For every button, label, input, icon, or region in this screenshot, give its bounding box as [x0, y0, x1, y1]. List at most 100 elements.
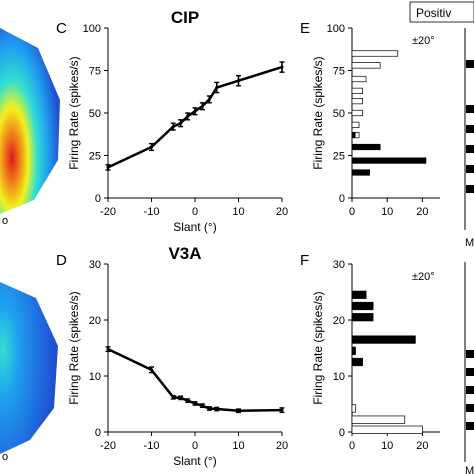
x-tick-label-d: 10 [232, 440, 244, 452]
y-tick-label-c: 0 [95, 193, 101, 205]
right-cut-bar [466, 422, 474, 430]
x-axis-label-d: Slant (°) [173, 454, 216, 468]
right-cut-bar [466, 185, 474, 193]
y-tick-label-f: 10 [333, 371, 345, 383]
heatmap-bottom-degree-mark: o [2, 451, 8, 463]
heatmap-top: o o [0, 28, 60, 463]
x-tick-label-e: 0 [349, 206, 355, 218]
x-tick-label-c: -20 [100, 206, 116, 218]
data-point-c [179, 121, 183, 125]
right-cut-label-bottom: M [465, 465, 474, 474]
right-cut-bar [466, 350, 474, 358]
bar-e [351, 169, 370, 176]
right-cut-bar [466, 125, 474, 133]
y-tick-label-e: 50 [333, 108, 345, 120]
y-tick-label-e: 25 [333, 151, 345, 163]
y-tick-label-c: 75 [89, 66, 101, 78]
heatmap-bottom-polygon [0, 282, 58, 454]
x-axis-label-c: Slant (°) [173, 220, 216, 234]
y-tick-label-f: 20 [333, 315, 345, 327]
bar-e [351, 87, 363, 95]
data-point-c [106, 165, 110, 169]
chart-title-d: V3A [168, 244, 201, 263]
y-tick-label-d: 10 [89, 371, 101, 383]
x-tick-label-c: 10 [232, 206, 244, 218]
data-point-d [186, 399, 190, 403]
right-cut-bar [466, 368, 474, 376]
heatmap-top-polygon [0, 28, 60, 214]
legend-positive-label: Positiv [416, 6, 451, 20]
data-point-d [207, 406, 211, 410]
panel-label-f: F [300, 252, 309, 269]
x-tick-label-d: 0 [192, 440, 198, 452]
x-tick-label-c: 20 [276, 206, 288, 218]
y-axis-label-d: Firing Rate (spikes/s) [67, 291, 81, 404]
x-tick-label-d: -20 [100, 440, 116, 452]
y-tick-label-c: 50 [89, 108, 101, 120]
right-cut-bar [466, 165, 474, 173]
data-point-d [280, 408, 284, 412]
bar-e [351, 97, 363, 105]
bar-f [351, 404, 356, 413]
bar-e [351, 75, 367, 83]
bar-e [351, 121, 360, 129]
x-tick-label-f: 10 [381, 440, 393, 452]
bar-e [351, 50, 399, 57]
data-point-d [179, 396, 183, 400]
x-tick-label-e: 10 [381, 206, 393, 218]
x-tick-label-d: -10 [144, 440, 160, 452]
right-cut-bar [466, 60, 474, 68]
data-point-c [193, 109, 197, 113]
right-cut-panel-bottom: M [464, 262, 474, 474]
y-tick-label-d: 20 [89, 315, 101, 327]
y-tick-label-c: 25 [89, 151, 101, 163]
data-point-d [215, 407, 219, 411]
x-tick-label-e: 20 [416, 206, 428, 218]
data-point-d [171, 395, 175, 399]
y-tick-label-e: 75 [333, 66, 345, 78]
x-tick-label-f: 0 [349, 440, 355, 452]
y-axis-label-e: Firing Rate (spikes/s) [311, 56, 325, 169]
data-point-c [186, 114, 190, 118]
right-cut-label-top: M [465, 237, 474, 249]
annotation-e: ±20° [412, 35, 435, 47]
y-axis-label-c: Firing Rate (spikes/s) [67, 56, 81, 169]
x-tick-label-c: -10 [144, 206, 160, 218]
y-tick-label-e: 100 [327, 23, 345, 35]
bar-e [351, 109, 363, 117]
data-point-c [215, 86, 219, 89]
data-point-c [280, 65, 284, 69]
data-point-d [106, 347, 110, 351]
bar-f [351, 290, 367, 299]
bar-f [351, 357, 363, 367]
bar-f [351, 335, 416, 344]
panel-label-c: C [56, 20, 67, 37]
data-point-d [193, 401, 197, 405]
bar-e [351, 62, 381, 69]
bar-f [351, 415, 406, 424]
y-tick-label-f: 30 [333, 259, 345, 271]
data-point-c [150, 145, 153, 149]
bar-e [351, 143, 381, 151]
y-tick-label-c: 100 [83, 23, 101, 35]
bar-f [351, 313, 374, 322]
bar-f [351, 346, 356, 355]
bar-e [352, 132, 356, 138]
panel-label-d: D [56, 252, 67, 269]
data-point-c [171, 125, 175, 129]
series-line-c [107, 65, 283, 169]
heatmap-top-degree-mark: o [2, 215, 8, 227]
right-cut-bar [466, 145, 474, 153]
annotation-f: ±20° [412, 271, 435, 283]
data-point-c [207, 97, 211, 101]
right-cut-bar [466, 404, 474, 412]
x-tick-label-c: 0 [192, 206, 198, 218]
x-tick-label-d: 20 [276, 440, 288, 452]
y-tick-label-d: 0 [95, 427, 101, 439]
x-tick-label-f: 20 [416, 440, 428, 452]
chart-title-c: CIP [171, 8, 199, 27]
data-point-d [150, 368, 153, 372]
legend-positive-swatch [409, 1, 474, 23]
